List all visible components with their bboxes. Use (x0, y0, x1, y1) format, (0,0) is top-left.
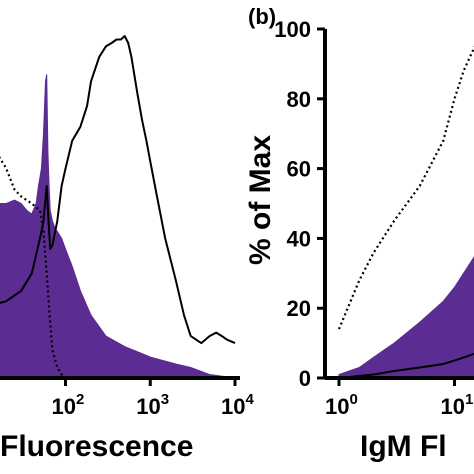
panel-a-x-tick-label: 104 (221, 391, 254, 419)
panel-a-series (0, 35, 236, 378)
panel-a-solid-histogram-line (0, 35, 236, 345)
panel-b-y-axis-label: % of Max (244, 135, 277, 265)
panel-b-x-axis-label: IgM Fl (360, 430, 447, 463)
panel-a-x-axis-label: Fluorescence (0, 430, 193, 463)
panel-b-series (337, 45, 474, 378)
panel-b-x-tick-label: 101 (441, 391, 474, 419)
panel-b-x-ticks: 1001011 (325, 378, 474, 419)
panel-b-filled-histogram (338, 256, 474, 378)
panel-b-x-tick-label: 100 (325, 391, 358, 419)
panel-a-x-tick-label: 103 (136, 391, 169, 419)
panel-b-y-tick-label: 0 (299, 366, 311, 391)
panel-b-label: (b) (248, 4, 276, 29)
panel-b-y-tick-label: 80 (287, 87, 311, 112)
panel-b-y-tick-label: 60 (287, 157, 311, 182)
panel-b-y-tick-label: 20 (287, 296, 311, 321)
panel-a-dotted-histogram-line (0, 156, 67, 378)
panel-b-y-tick-label: 40 (287, 226, 311, 251)
panel-a-filled-histogram (0, 74, 236, 378)
panel-b-solid-histogram-line (338, 352, 474, 378)
panel-a-x-ticks: 102 103 104 (52, 378, 254, 419)
panel-b-y-tick-label: 100 (274, 17, 311, 42)
panel-a: 102 103 104 Fluorescence (0, 35, 254, 463)
panel-a-x-tick-label: 102 (52, 391, 85, 419)
panel-b-y-ticks: 0 20 40 60 80 100 (274, 17, 325, 391)
